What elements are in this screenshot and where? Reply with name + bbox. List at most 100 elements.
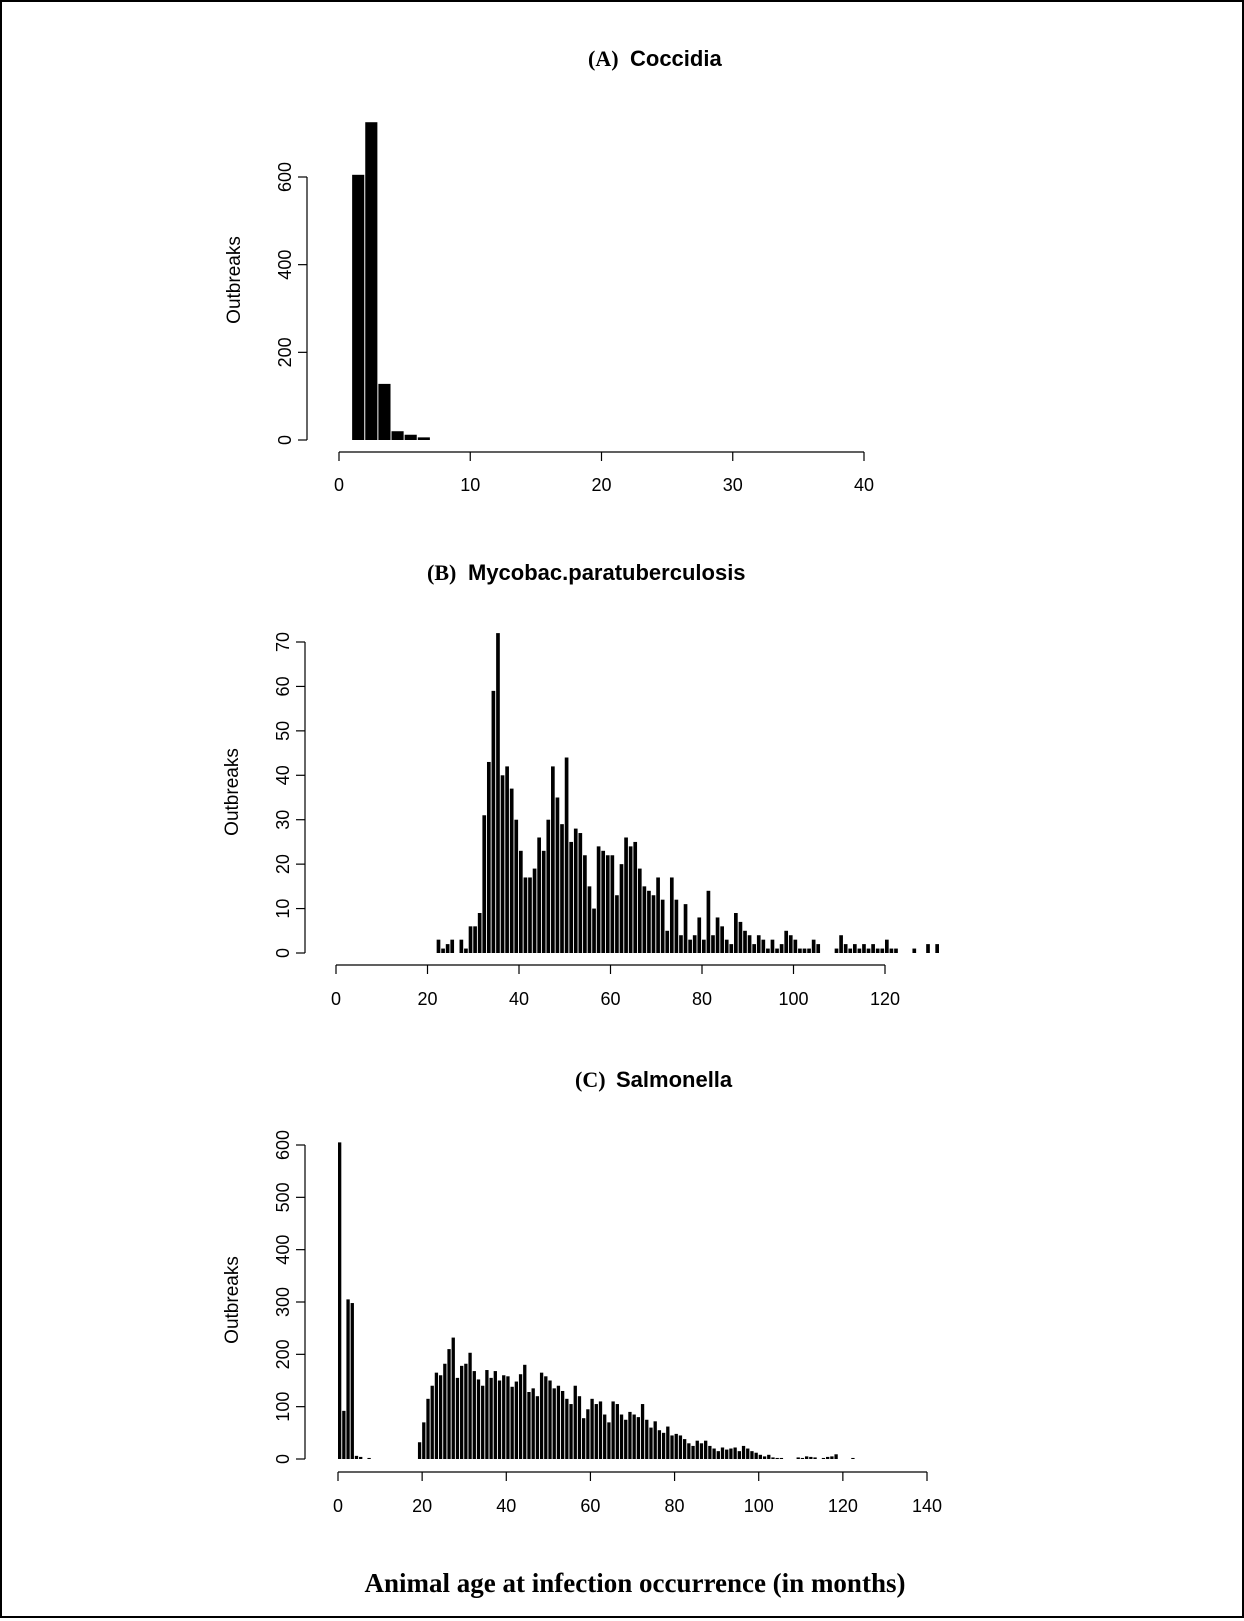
panel-c-y-tick-label: 200	[273, 1339, 293, 1369]
panel-b-bar	[647, 890, 651, 953]
panel-c-bar	[758, 1454, 763, 1459]
panel-c-bar	[682, 1439, 687, 1459]
panel-c-bar	[670, 1435, 674, 1459]
panel-b-bar	[482, 815, 487, 953]
panel-b-y-tick-label: 30	[273, 810, 293, 830]
panel-b-bar	[541, 850, 546, 953]
panel-b-bar	[628, 846, 633, 953]
panel-b-bar	[885, 939, 889, 953]
panel-b-y-tick-label: 20	[273, 854, 293, 874]
panel-b-bar	[491, 690, 496, 953]
panel-a-x-tick-label: 20	[591, 475, 611, 495]
panel-b-bar	[843, 944, 848, 953]
panel-c-bar	[535, 1396, 540, 1459]
panel-c-bar	[569, 1404, 573, 1459]
panel-b-bar	[862, 944, 866, 953]
panel-c-bar	[556, 1385, 561, 1459]
panel-c-x-tick-label: 60	[580, 1496, 600, 1516]
panel-c-bar	[518, 1374, 523, 1459]
panel-c-x-tick-label: 40	[496, 1496, 516, 1516]
panel-c-bar	[775, 1457, 779, 1459]
panel-c-bar	[544, 1376, 548, 1459]
panel-c-title-letter: (C)	[575, 1067, 606, 1092]
panel-b-bar	[633, 841, 638, 953]
panel-c-bar	[674, 1433, 678, 1459]
panel-b-bar	[601, 850, 606, 953]
panel-c-bar	[577, 1396, 582, 1459]
panel-c-x-tick-label: 100	[744, 1496, 774, 1516]
panel-c-bar	[434, 1372, 439, 1459]
panel-c-bar	[464, 1363, 468, 1459]
panel-c-bar	[430, 1385, 434, 1459]
panel-c-bar	[661, 1432, 666, 1459]
panel-b-bar	[702, 939, 706, 953]
panel-b-bar	[734, 913, 738, 953]
panel-a-bar	[417, 437, 430, 440]
panel-c-bar	[485, 1370, 489, 1459]
panel-b-bar	[500, 775, 505, 953]
panel-b-bar	[811, 939, 816, 953]
panel-b-bar	[692, 935, 697, 953]
panel-c-x-tick-label: 120	[828, 1496, 858, 1516]
panel-c-bar	[628, 1411, 632, 1459]
panel-a-y-tick-label: 0	[275, 435, 295, 445]
panel-c-bar	[455, 1377, 460, 1459]
panel-c-bar	[493, 1371, 497, 1459]
panel-b-bars	[436, 633, 939, 953]
panel-b-bar	[926, 944, 930, 953]
panel-c-bar	[552, 1388, 556, 1459]
panel-c-bar	[573, 1385, 577, 1459]
panel-b-bar	[743, 930, 747, 953]
panel-b-bar	[656, 877, 660, 953]
panel-a-y-tick-label: 400	[275, 250, 295, 280]
panel-b-bar	[935, 944, 939, 953]
panel-c-bar	[800, 1457, 805, 1459]
panel-c-bar	[367, 1457, 371, 1459]
panel-a-title-letter: (A)	[588, 46, 619, 71]
panel-b-bar	[578, 833, 583, 953]
panel-b-bar	[610, 855, 615, 953]
panel-c-bar	[653, 1421, 657, 1459]
panel-a-y-tick-label: 200	[275, 337, 295, 367]
panel-c-bar	[426, 1398, 430, 1459]
panel-c-bar	[720, 1447, 725, 1459]
panel-c-bar	[636, 1417, 641, 1459]
panel-b-bar	[720, 926, 724, 953]
panel-c-bar	[472, 1371, 476, 1459]
panel-c-bar	[476, 1379, 481, 1459]
panel-b-bar	[807, 948, 811, 953]
panel-b-bar	[560, 824, 564, 953]
panel-c-bar	[779, 1457, 784, 1459]
panel-c-bar	[821, 1457, 826, 1459]
panel-c-bar	[754, 1452, 758, 1459]
panel-c-bar	[834, 1454, 838, 1459]
panel-b-bar	[468, 926, 473, 953]
panel-a: (A) Coccidia Outbreaks 0 10 20 30 4002004006…	[224, 46, 874, 495]
panel-b-bar	[839, 935, 843, 953]
panel-c-y-tick-label: 0	[273, 1454, 293, 1464]
panel-b-bar	[509, 788, 514, 953]
panel-a-y-tick-label: 600	[275, 162, 295, 192]
panel-c-bar	[809, 1456, 813, 1459]
panel-c-bar	[762, 1456, 767, 1459]
panel-c-bar	[746, 1448, 750, 1459]
panel-c-bar	[502, 1375, 506, 1459]
panel-c-y-tick-label: 400	[273, 1235, 293, 1265]
panel-c-x-tick-label: 0	[333, 1496, 343, 1516]
panel-b-bar	[752, 944, 757, 953]
panel-b-bar	[660, 899, 665, 953]
panel-c-bar	[729, 1448, 733, 1459]
panel-b-x-tick-label: 20	[417, 989, 437, 1009]
panel-b-bar	[738, 921, 743, 953]
panel-b-bar	[486, 761, 491, 953]
panel-c-bar	[851, 1457, 855, 1459]
panel-c-y-tick-label: 100	[273, 1392, 293, 1422]
panel-b-x-tick-label: 120	[870, 989, 900, 1009]
panel-b-y-tick-label: 10	[273, 899, 293, 919]
panel-a-x-tick-label: 10	[460, 475, 480, 495]
panel-b-bar	[875, 948, 880, 953]
panel-b-y-tick-label: 70	[273, 632, 293, 652]
panel-c-bar	[796, 1457, 800, 1459]
panel-b-bar	[779, 944, 784, 953]
